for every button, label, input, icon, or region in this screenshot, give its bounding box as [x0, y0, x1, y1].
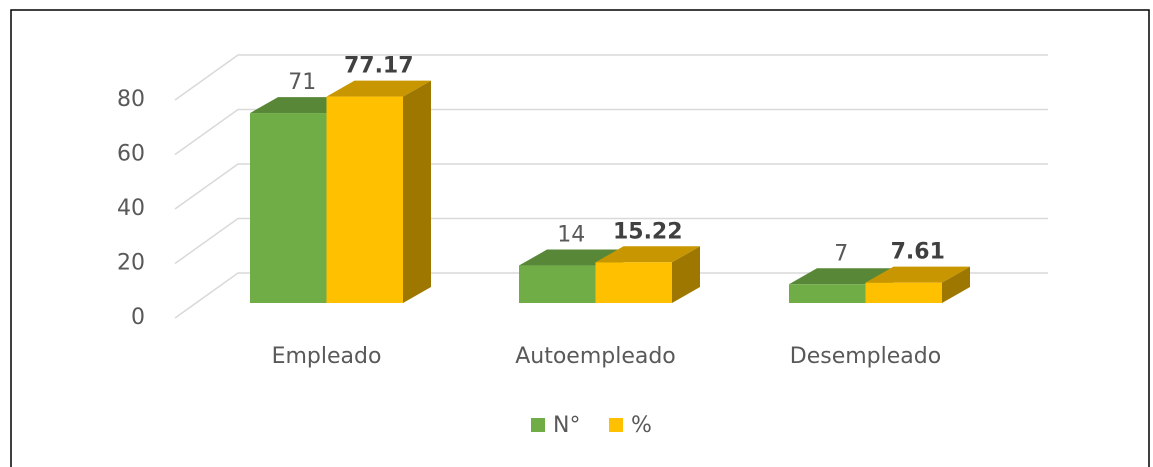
x-tick-label: Desempleado: [790, 344, 941, 369]
value-label: 14: [557, 223, 585, 248]
y-tick-label: 60: [117, 142, 145, 167]
bar-side: [672, 246, 700, 303]
y-tick-label: 20: [117, 251, 145, 276]
bar-top: [789, 268, 894, 285]
grid-line: [174, 108, 1048, 156]
x-tick-label: Autoempleado: [515, 344, 676, 369]
value-label: 7.61: [891, 240, 945, 265]
y-tick-label: 80: [117, 87, 145, 112]
grid-line: [174, 272, 1048, 319]
grid-line: [174, 217, 1048, 265]
grid-line: [174, 163, 1048, 210]
bar: [326, 96, 403, 303]
value-label: 71: [288, 70, 316, 95]
y-tick-label: 40: [117, 196, 145, 221]
value-label: 7: [834, 241, 848, 266]
legend-swatch: [609, 418, 623, 432]
legend-label: %: [631, 413, 652, 438]
bar-top: [595, 246, 700, 263]
bar-side: [403, 80, 431, 303]
bar: [250, 113, 327, 303]
value-label: 15.22: [613, 219, 683, 244]
bar: [519, 265, 596, 303]
frame: [10, 9, 1150, 467]
legend-label: N°: [553, 413, 580, 438]
grid-line: [174, 54, 1048, 101]
value-label: 77.17: [344, 54, 414, 79]
bar: [595, 262, 672, 303]
y-tick-label: 0: [131, 305, 145, 330]
bar: [789, 284, 866, 303]
legend-swatch: [531, 418, 545, 432]
bar: [865, 282, 942, 303]
bar-side: [942, 266, 970, 303]
bar-top: [865, 266, 970, 283]
bar-top: [326, 80, 431, 97]
x-tick-label: Empleado: [272, 344, 382, 369]
